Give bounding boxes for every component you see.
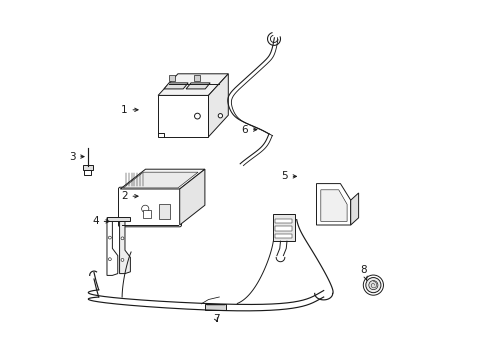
Bar — [193, 75, 199, 81]
Bar — [142, 210, 150, 218]
Bar — [107, 217, 130, 221]
Bar — [275, 219, 292, 223]
Polygon shape — [350, 193, 358, 225]
Polygon shape — [316, 184, 350, 225]
Polygon shape — [320, 190, 346, 221]
Bar — [158, 95, 208, 137]
Bar — [169, 75, 175, 81]
Text: 2: 2 — [121, 191, 138, 201]
Bar — [82, 165, 93, 170]
Bar — [275, 234, 292, 238]
Bar — [275, 226, 292, 231]
Polygon shape — [123, 172, 198, 188]
Circle shape — [108, 258, 111, 261]
Text: 3: 3 — [68, 152, 84, 162]
Text: 4: 4 — [92, 216, 109, 226]
Bar — [84, 170, 91, 175]
Polygon shape — [179, 169, 204, 225]
Circle shape — [108, 236, 111, 239]
Circle shape — [365, 278, 380, 293]
Polygon shape — [208, 74, 228, 137]
FancyBboxPatch shape — [118, 187, 181, 227]
Circle shape — [363, 275, 383, 295]
Circle shape — [121, 237, 123, 240]
Text: 6: 6 — [241, 125, 256, 135]
Bar — [204, 304, 226, 310]
Polygon shape — [186, 83, 210, 89]
Circle shape — [368, 280, 377, 290]
Text: 8: 8 — [360, 265, 366, 280]
Polygon shape — [120, 221, 130, 274]
Circle shape — [121, 258, 123, 261]
Text: 7: 7 — [212, 314, 219, 324]
Polygon shape — [163, 83, 188, 89]
Polygon shape — [120, 169, 204, 189]
Bar — [159, 204, 169, 219]
Polygon shape — [158, 74, 228, 95]
Polygon shape — [107, 218, 118, 275]
Circle shape — [142, 205, 148, 212]
Text: 1: 1 — [121, 105, 138, 115]
Text: 5: 5 — [281, 171, 296, 181]
Circle shape — [194, 113, 200, 119]
Bar — [273, 214, 294, 241]
Circle shape — [218, 114, 222, 118]
